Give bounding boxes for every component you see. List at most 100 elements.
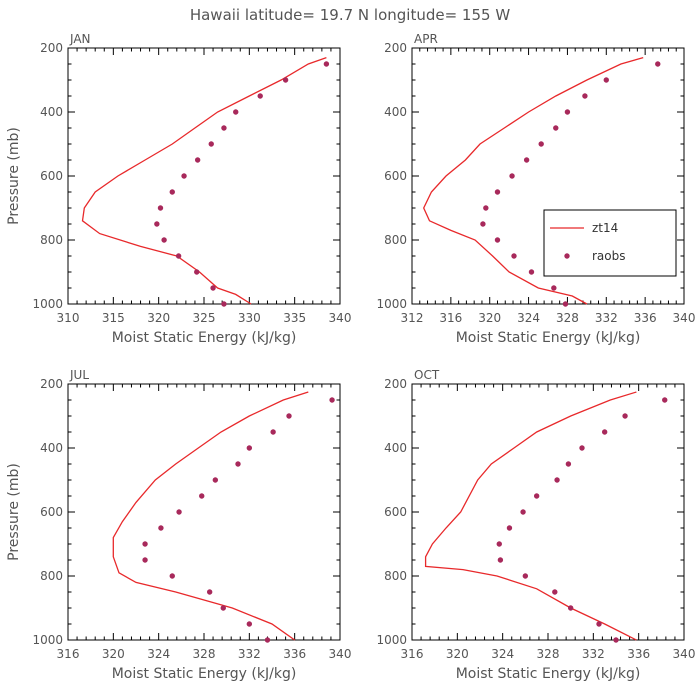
y-tick-label-jan: 1000	[32, 297, 63, 311]
series-line-zt14-apr	[422, 56, 644, 305]
x-tick-label-apr: 336	[634, 311, 657, 325]
data-point-raobs-oct	[506, 525, 513, 531]
x-tick-label-oct: 328	[537, 647, 560, 661]
data-point-raobs-jan	[175, 253, 182, 259]
x-tick-label-apr: 340	[673, 311, 696, 325]
data-point-raobs-apr	[494, 189, 501, 195]
x-tick-label-jul: 336	[283, 647, 306, 661]
y-tick-label-jul: 800	[40, 569, 63, 583]
y-tick-label-oct: 600	[384, 505, 407, 519]
panels: JAN 310 315 320 325 330 335 340 200 400 600 800 1000…	[6, 32, 695, 682]
y-tick-label-jan: 200	[40, 41, 63, 55]
plot-frame-jul	[67, 383, 341, 641]
data-point-raobs-jan	[282, 77, 289, 83]
x-axis-title-jan: Moist Static Energy (kJ/kg)	[112, 330, 297, 346]
panel-title-apr: APR	[414, 32, 438, 46]
panel-title-oct: OCT	[414, 368, 440, 382]
panel-apr: APR 312 316 320 324 328 332 336 340 200 400 600 800 1…	[376, 32, 695, 346]
data-point-raobs-apr	[655, 61, 661, 67]
data-point-raobs-apr	[582, 93, 588, 99]
y-tick-label-jul: 400	[40, 441, 63, 455]
y-tick-label-apr: 600	[384, 169, 407, 183]
data-point-raobs-apr	[494, 237, 501, 243]
data-point-raobs-jan	[210, 285, 216, 291]
series-line-zt14-jul	[112, 391, 309, 641]
data-point-raobs-jul	[206, 589, 213, 595]
data-point-raobs-oct	[567, 605, 574, 611]
legend-box	[543, 209, 677, 277]
y-tick-label-oct: 400	[384, 441, 407, 455]
x-tick-label-jan: 320	[147, 311, 170, 325]
x-tick-label-apr: 316	[439, 311, 462, 325]
data-point-raobs-apr	[564, 109, 571, 115]
x-tick-label-jul: 316	[57, 647, 80, 661]
data-point-raobs-jul	[169, 573, 175, 579]
y-axis-title-jan: Pressure (mb)	[6, 127, 22, 225]
y-tick-label-jul: 200	[40, 377, 63, 391]
x-tick-label-apr: 328	[556, 311, 579, 325]
figure-title: Hawaii latitude= 19.7 N longitude= 155 W	[190, 6, 510, 24]
data-point-raobs-jul	[158, 525, 164, 531]
data-point-raobs-jul	[286, 413, 292, 419]
data-point-raobs-oct	[522, 573, 529, 579]
data-point-raobs-jan	[157, 205, 164, 211]
y-tick-label-jan: 800	[40, 233, 63, 247]
data-point-raobs-apr	[511, 253, 517, 259]
data-point-raobs-jul	[270, 429, 276, 435]
data-point-raobs-jul	[142, 557, 148, 563]
data-point-raobs-oct	[520, 509, 526, 515]
y-tick-label-jan: 400	[40, 105, 63, 119]
x-tick-label-apr: 324	[517, 311, 540, 325]
data-point-raobs-jan	[161, 237, 167, 243]
data-point-raobs-apr	[528, 269, 535, 275]
x-tick-label-oct: 336	[627, 647, 650, 661]
data-point-raobs-oct	[622, 413, 628, 419]
data-point-raobs-oct	[613, 637, 619, 643]
x-tick-label-jul: 324	[147, 647, 170, 661]
data-point-raobs-jul	[176, 509, 182, 515]
x-tick-label-jul: 332	[238, 647, 261, 661]
data-point-raobs-jan	[169, 189, 175, 195]
data-point-raobs-apr	[603, 77, 609, 83]
data-point-raobs-apr	[509, 173, 515, 179]
data-point-raobs-jan	[208, 141, 214, 147]
data-point-raobs-apr	[562, 301, 569, 307]
data-point-raobs-jan	[154, 221, 160, 227]
data-point-raobs-apr	[523, 157, 530, 163]
data-point-raobs-oct	[496, 541, 502, 547]
x-tick-label-jan: 340	[329, 311, 352, 325]
data-point-raobs-oct	[596, 621, 602, 627]
data-point-raobs-jan	[221, 301, 227, 307]
data-point-raobs-jan	[194, 269, 200, 275]
x-axis-title-apr: Moist Static Energy (kJ/kg)	[456, 330, 641, 346]
data-point-raobs-jul	[329, 397, 335, 403]
data-point-raobs-jul	[212, 477, 219, 483]
x-tick-label-jan: 310	[57, 311, 80, 325]
data-point-raobs-apr	[483, 205, 489, 211]
x-tick-label-oct: 316	[401, 647, 424, 661]
x-tick-label-jan: 330	[238, 311, 261, 325]
data-point-raobs-apr	[538, 141, 544, 147]
data-point-raobs-jan	[257, 93, 263, 99]
legend-point-swatch	[564, 253, 570, 259]
data-point-raobs-jan	[323, 61, 330, 67]
x-tick-label-jan: 315	[102, 311, 125, 325]
y-tick-label-apr: 400	[384, 105, 407, 119]
x-tick-label-apr: 320	[478, 311, 501, 325]
data-point-raobs-oct	[601, 429, 608, 435]
data-point-raobs-jul	[220, 605, 226, 611]
y-tick-label-oct: 200	[384, 377, 407, 391]
x-tick-label-jan: 325	[193, 311, 216, 325]
x-tick-label-jan: 335	[283, 311, 306, 325]
panel-jul: JUL 316 320 324 328 332 336 340 200 400 600 800 1000…	[6, 368, 351, 682]
x-tick-label-apr: 332	[595, 311, 618, 325]
data-point-raobs-jan	[221, 125, 227, 131]
panel-oct: OCT 316 320 324 328 332 336 340 200 400 600 800 1000…	[376, 368, 695, 682]
data-point-raobs-jan	[194, 157, 201, 163]
data-point-raobs-oct	[533, 493, 540, 499]
y-tick-label-apr: 800	[384, 233, 407, 247]
data-point-raobs-jul	[264, 637, 271, 643]
data-point-raobs-oct	[497, 557, 504, 563]
data-point-raobs-oct	[565, 461, 572, 467]
y-tick-label-apr: 1000	[376, 297, 407, 311]
